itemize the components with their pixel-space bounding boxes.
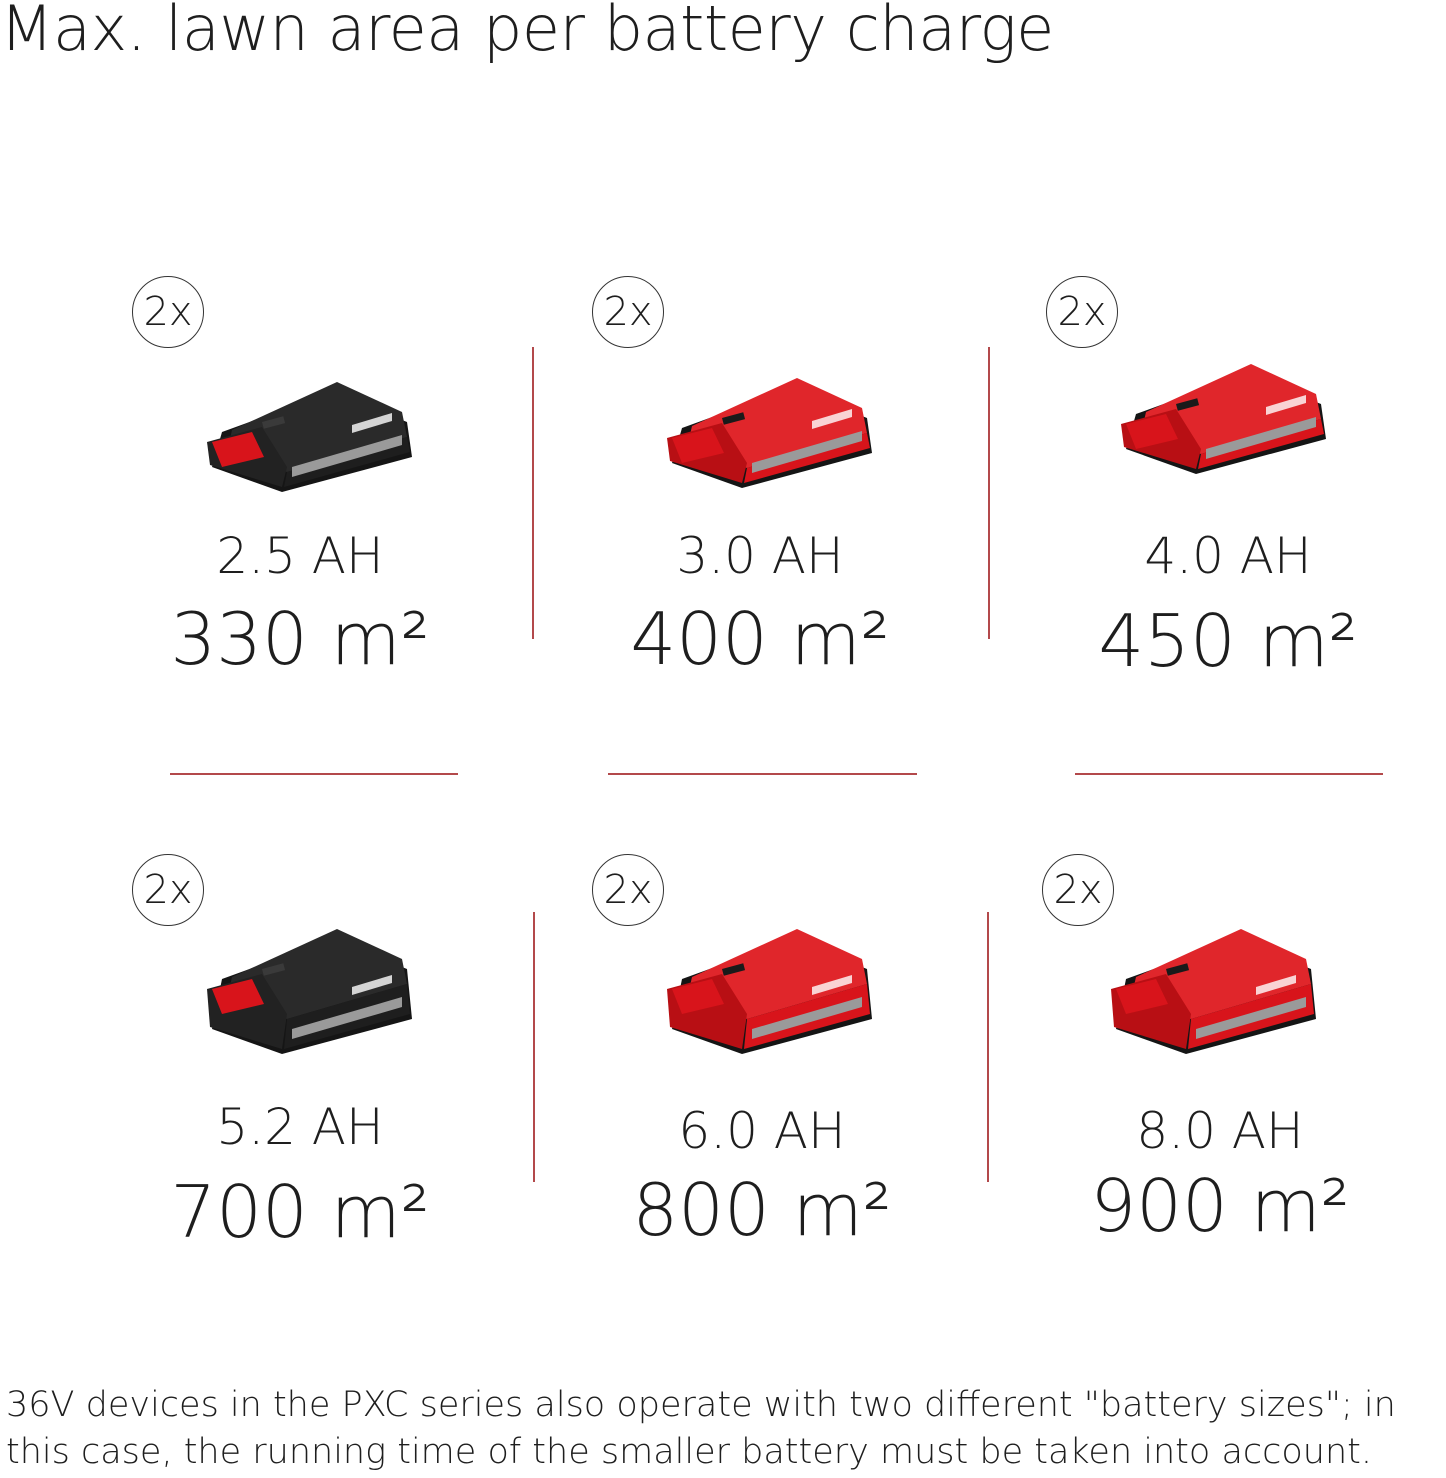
quantity-badge: 2x xyxy=(592,276,664,348)
quantity-badge: 2x xyxy=(1042,854,1114,926)
area-label: 700 m² xyxy=(170,1170,430,1254)
battery-icon xyxy=(1116,334,1336,483)
battery-card: 2x 3.0 AH 400 m² xyxy=(540,272,980,692)
capacity-label: 6.0 AH xyxy=(678,1102,846,1160)
area-label: 400 m² xyxy=(630,597,890,681)
page-title: Max. lawn area per battery charge xyxy=(0,0,1054,65)
battery-graphic xyxy=(1111,929,1316,1054)
battery-icon xyxy=(202,352,422,501)
area-label: 330 m² xyxy=(170,597,430,681)
capacity-label: 2.5 AH xyxy=(216,527,384,585)
divider xyxy=(532,347,534,639)
battery-graphic xyxy=(1121,364,1326,474)
area-label: 450 m² xyxy=(1098,599,1358,683)
battery-icon xyxy=(662,348,882,497)
divider xyxy=(988,347,990,639)
battery-card: 2x 5.2 AH 700 m² xyxy=(80,852,520,1272)
area-label: 800 m² xyxy=(632,1168,892,1252)
battery-card: 2x 4.0 AH 450 m² xyxy=(1008,272,1446,692)
area-label: 900 m² xyxy=(1090,1164,1350,1248)
capacity-label: 4.0 AH xyxy=(1144,527,1312,585)
footnote: 36V devices in the PXC series also opera… xyxy=(6,1385,1396,1472)
battery-card: 2x 2.5 AH 330 m² xyxy=(80,272,520,692)
capacity-label: 8.0 AH xyxy=(1136,1102,1304,1160)
divider xyxy=(608,773,917,775)
battery-graphic xyxy=(207,929,412,1054)
battery-graphic xyxy=(667,378,872,488)
battery-card: 2x 8.0 AH 900 m² xyxy=(1000,852,1440,1272)
battery-graphic xyxy=(207,382,412,492)
divider xyxy=(533,912,535,1182)
battery-icon xyxy=(1106,904,1326,1063)
divider xyxy=(170,773,458,775)
battery-icon xyxy=(202,904,422,1063)
quantity-badge: 2x xyxy=(132,276,204,348)
divider xyxy=(987,912,989,1182)
quantity-badge: 2x xyxy=(1046,276,1118,348)
capacity-label: 3.0 AH xyxy=(676,527,844,585)
quantity-badge: 2x xyxy=(592,854,664,926)
quantity-badge: 2x xyxy=(132,854,204,926)
battery-icon xyxy=(662,904,882,1063)
capacity-label: 5.2 AH xyxy=(216,1098,384,1156)
battery-card: 2x 6.0 AH 800 m² xyxy=(542,852,982,1272)
battery-graphic xyxy=(667,929,872,1054)
divider xyxy=(1075,773,1383,775)
